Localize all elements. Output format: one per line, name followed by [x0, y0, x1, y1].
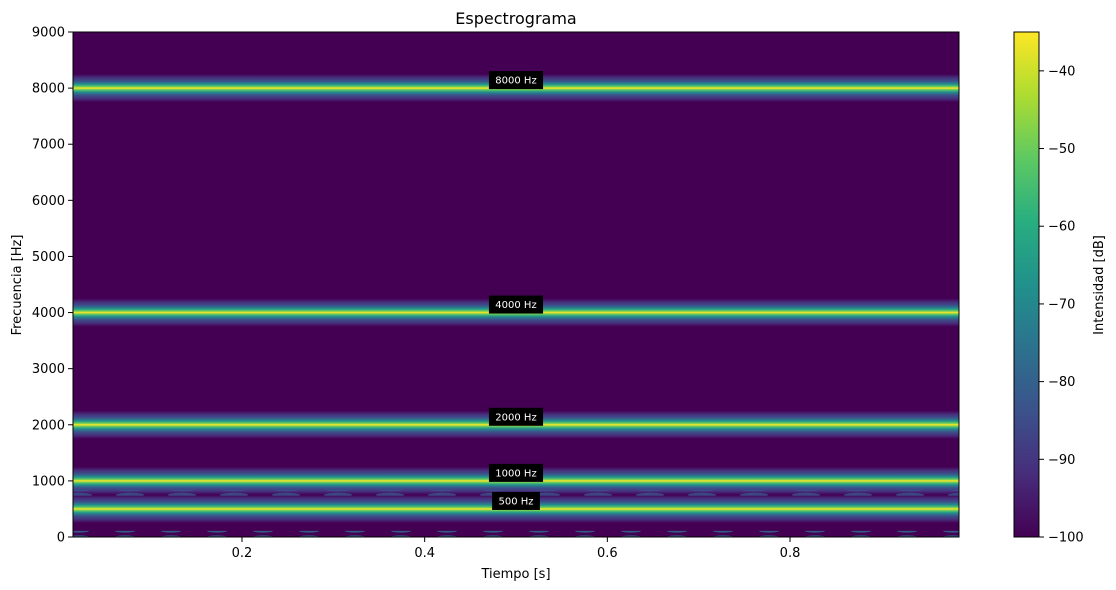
y-tick-label: 2000 [32, 418, 65, 433]
annotation-box [488, 295, 544, 314]
colorbar-ticks: −40 −50 −60 −70 −80 −90 −100 [1039, 64, 1084, 546]
colorbar-tick-label: −90 [1048, 453, 1075, 468]
annotation-label: 4000 Hz [495, 300, 536, 311]
x-tick-label: 0.6 [597, 546, 618, 561]
plot-background [73, 32, 959, 537]
plot-frame [72, 31, 960, 538]
y-tick-label: 1000 [32, 474, 65, 489]
colorbar-label: Intensidad [dB] [1092, 235, 1107, 335]
annotation-2000hz: 2000 Hz [488, 407, 544, 426]
colorbar-tick-label: −40 [1048, 64, 1075, 79]
annotation-box [488, 407, 544, 426]
y-tick-label: 0 [57, 531, 65, 546]
colorbar-tick-label: −70 [1048, 297, 1075, 312]
x-axis: 0.2 0.4 0.6 0.8 [232, 537, 801, 561]
annotation-box [488, 71, 544, 90]
x-axis-label: Tiempo [s] [480, 567, 550, 582]
colorbar [1013, 31, 1040, 538]
y-tick-label: 9000 [32, 26, 65, 41]
annotation-label: 1000 Hz [495, 468, 536, 479]
colorbar-tick-label: −60 [1048, 220, 1075, 235]
annotation-box [492, 491, 540, 510]
low-frequency-ripple [73, 530, 959, 537]
y-axis: 0 1000 2000 3000 4000 5000 6000 7000 8000 9000 [32, 26, 73, 546]
annotation-500hz: 500 Hz [492, 491, 540, 510]
y-tick-label: 8000 [32, 82, 65, 97]
y-axis-label: Frecuencia [Hz] [10, 235, 25, 336]
annotation-label: 500 Hz [498, 496, 533, 507]
x-tick-label: 0.2 [232, 546, 253, 561]
annotation-1000hz: 1000 Hz [488, 463, 544, 482]
chart-title: Espectrograma [455, 9, 576, 28]
annotation-label: 8000 Hz [495, 76, 536, 87]
x-tick-label: 0.4 [414, 546, 435, 561]
y-tick-label: 7000 [32, 138, 65, 153]
annotation-4000hz: 4000 Hz [488, 295, 544, 314]
colorbar-tick-label: −100 [1048, 531, 1084, 546]
annotation-label: 2000 Hz [495, 412, 536, 423]
annotation-box [488, 463, 544, 482]
annotations: 8000 Hz 4000 Hz 2000 Hz 1000 Hz 500 Hz [488, 71, 544, 510]
y-tick-label: 3000 [32, 362, 65, 377]
x-tick-label: 0.8 [780, 546, 801, 561]
y-tick-label: 5000 [32, 250, 65, 265]
colorbar-tick-label: −50 [1048, 142, 1075, 157]
annotation-8000hz: 8000 Hz [488, 71, 544, 90]
colorbar-tick-label: −80 [1048, 375, 1075, 390]
y-tick-label: 6000 [32, 194, 65, 209]
y-tick-label: 4000 [32, 306, 65, 321]
